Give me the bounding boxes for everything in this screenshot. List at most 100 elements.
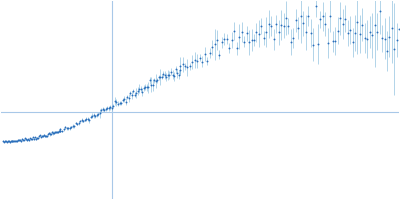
Point bbox=[110, 104, 117, 107]
Point bbox=[374, 30, 380, 33]
Point bbox=[29, 137, 35, 140]
Point bbox=[148, 83, 154, 86]
Point bbox=[192, 59, 198, 62]
Point bbox=[206, 51, 213, 54]
Point bbox=[302, 31, 309, 34]
Point bbox=[113, 101, 120, 104]
Point bbox=[140, 86, 147, 89]
Point bbox=[165, 74, 171, 77]
Point bbox=[236, 35, 242, 38]
Point bbox=[134, 90, 141, 93]
Point bbox=[234, 47, 240, 50]
Point bbox=[273, 23, 279, 26]
Point bbox=[381, 37, 388, 41]
Point bbox=[310, 43, 316, 46]
Point bbox=[7, 139, 14, 142]
Point bbox=[295, 27, 302, 30]
Point bbox=[344, 31, 351, 35]
Point bbox=[54, 131, 61, 134]
Point bbox=[174, 72, 180, 75]
Point bbox=[266, 22, 272, 25]
Point bbox=[298, 15, 304, 18]
Point bbox=[97, 112, 103, 115]
Point bbox=[26, 138, 32, 142]
Point bbox=[41, 134, 47, 137]
Point bbox=[166, 73, 173, 76]
Point bbox=[98, 109, 104, 112]
Point bbox=[23, 138, 29, 141]
Point bbox=[50, 131, 56, 134]
Point bbox=[9, 140, 16, 143]
Point bbox=[238, 30, 245, 34]
Point bbox=[268, 24, 274, 28]
Point bbox=[57, 128, 64, 131]
Point bbox=[332, 39, 338, 42]
Point bbox=[38, 135, 44, 138]
Point bbox=[175, 73, 182, 76]
Point bbox=[290, 36, 296, 39]
Point bbox=[71, 125, 77, 128]
Point bbox=[11, 139, 18, 142]
Point bbox=[386, 35, 393, 38]
Point bbox=[109, 106, 115, 109]
Point bbox=[189, 61, 196, 64]
Point bbox=[204, 59, 210, 62]
Point bbox=[172, 68, 179, 71]
Point bbox=[354, 21, 361, 24]
Point bbox=[163, 75, 170, 78]
Point bbox=[261, 36, 267, 40]
Point bbox=[248, 39, 255, 42]
Point bbox=[352, 31, 358, 35]
Point bbox=[121, 97, 127, 101]
Point bbox=[253, 31, 260, 34]
Point bbox=[24, 138, 30, 142]
Point bbox=[349, 40, 356, 44]
Point bbox=[258, 24, 264, 28]
Point bbox=[83, 117, 90, 120]
Point bbox=[37, 134, 43, 137]
Point bbox=[5, 140, 12, 143]
Point bbox=[13, 139, 20, 142]
Point bbox=[48, 132, 54, 136]
Point bbox=[4, 140, 11, 143]
Point bbox=[150, 83, 156, 87]
Point bbox=[76, 121, 82, 125]
Point bbox=[53, 130, 60, 134]
Point bbox=[119, 98, 126, 101]
Point bbox=[369, 34, 376, 37]
Point bbox=[77, 119, 83, 123]
Point bbox=[8, 139, 15, 142]
Point bbox=[224, 37, 230, 41]
Point bbox=[366, 30, 373, 33]
Point bbox=[171, 75, 177, 78]
Point bbox=[209, 46, 215, 49]
Point bbox=[27, 136, 33, 140]
Point bbox=[90, 114, 97, 117]
Point bbox=[103, 107, 109, 111]
Point bbox=[65, 127, 71, 130]
Point bbox=[144, 86, 150, 89]
Point bbox=[288, 40, 294, 43]
Point bbox=[280, 24, 287, 27]
Point bbox=[44, 134, 50, 138]
Point bbox=[293, 19, 299, 22]
Point bbox=[133, 92, 139, 95]
Point bbox=[82, 118, 88, 122]
Point bbox=[317, 18, 324, 21]
Point bbox=[337, 17, 343, 20]
Point bbox=[396, 28, 400, 31]
Point bbox=[20, 138, 26, 141]
Point bbox=[18, 139, 24, 142]
Point bbox=[231, 29, 238, 33]
Point bbox=[389, 27, 395, 30]
Point bbox=[52, 131, 58, 134]
Point bbox=[40, 134, 46, 138]
Point bbox=[241, 40, 247, 43]
Point bbox=[256, 32, 262, 35]
Point bbox=[2, 140, 8, 143]
Point bbox=[106, 107, 112, 110]
Point bbox=[59, 130, 65, 133]
Point bbox=[376, 9, 383, 13]
Point bbox=[211, 43, 218, 46]
Point bbox=[146, 79, 153, 82]
